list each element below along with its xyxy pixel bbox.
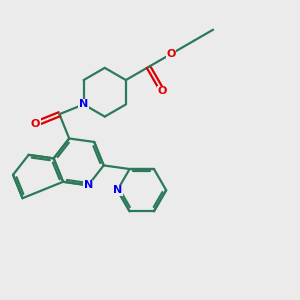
Text: N: N xyxy=(79,99,88,110)
Text: O: O xyxy=(31,119,40,129)
Text: O: O xyxy=(158,86,167,96)
Text: N: N xyxy=(113,185,122,195)
Text: N: N xyxy=(79,99,88,110)
Text: O: O xyxy=(167,49,176,59)
Text: N: N xyxy=(83,180,93,190)
